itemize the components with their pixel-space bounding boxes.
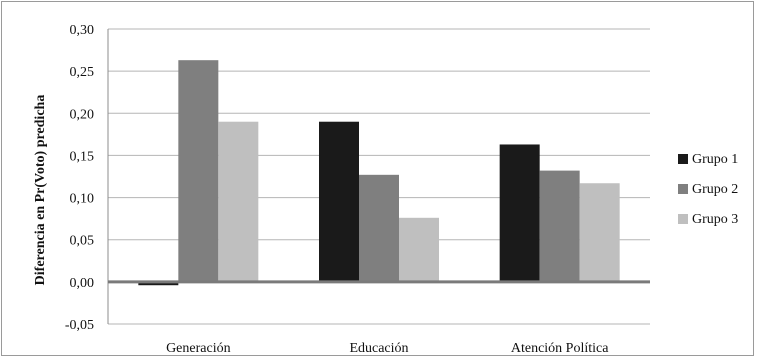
y-tick-label: 0,10 [70,192,95,207]
bar-3-3 [579,183,620,282]
y-tick-label: 0,15 [70,149,95,164]
bar-2-1 [178,60,219,282]
bar-1-1 [138,281,179,286]
legend-swatch [678,184,688,194]
y-tick-label: 0,25 [70,65,95,80]
y-axis-ticks: -0,05 0,00 0,05 0,10 0,15 0,20 0,25 0,30 [65,23,94,333]
legend-swatch [678,154,688,164]
bar-1-2 [319,121,359,282]
bars [108,60,650,286]
y-tick-label: 0,20 [70,107,95,122]
x-tick-label: Generación [166,341,231,356]
y-tick-label: 0,00 [70,276,95,291]
legend-label: Grupo 3 [692,212,738,227]
x-axis-ticks: Generación Educación Atención Política [166,341,609,356]
y-tick-label: -0,05 [65,318,94,333]
x-tick-label: Atención Política [511,341,609,356]
bar-1-3 [499,144,540,282]
legend-label: Grupo 2 [692,182,738,197]
bar-3-1 [218,121,259,282]
bar-3-2 [399,217,439,282]
legend-label: Grupo 1 [692,152,738,167]
bar-2-2 [359,174,399,282]
y-tick-label: 0,05 [70,234,95,249]
bar-2-3 [539,170,580,282]
y-tick-label: 0,30 [70,23,95,38]
x-tick-label: Educación [349,341,408,356]
legend: Grupo 1 Grupo 2 Grupo 3 [678,152,738,227]
y-axis-title: Diferencia en Pr(Voto) predicha [33,95,48,286]
legend-swatch [678,214,688,224]
